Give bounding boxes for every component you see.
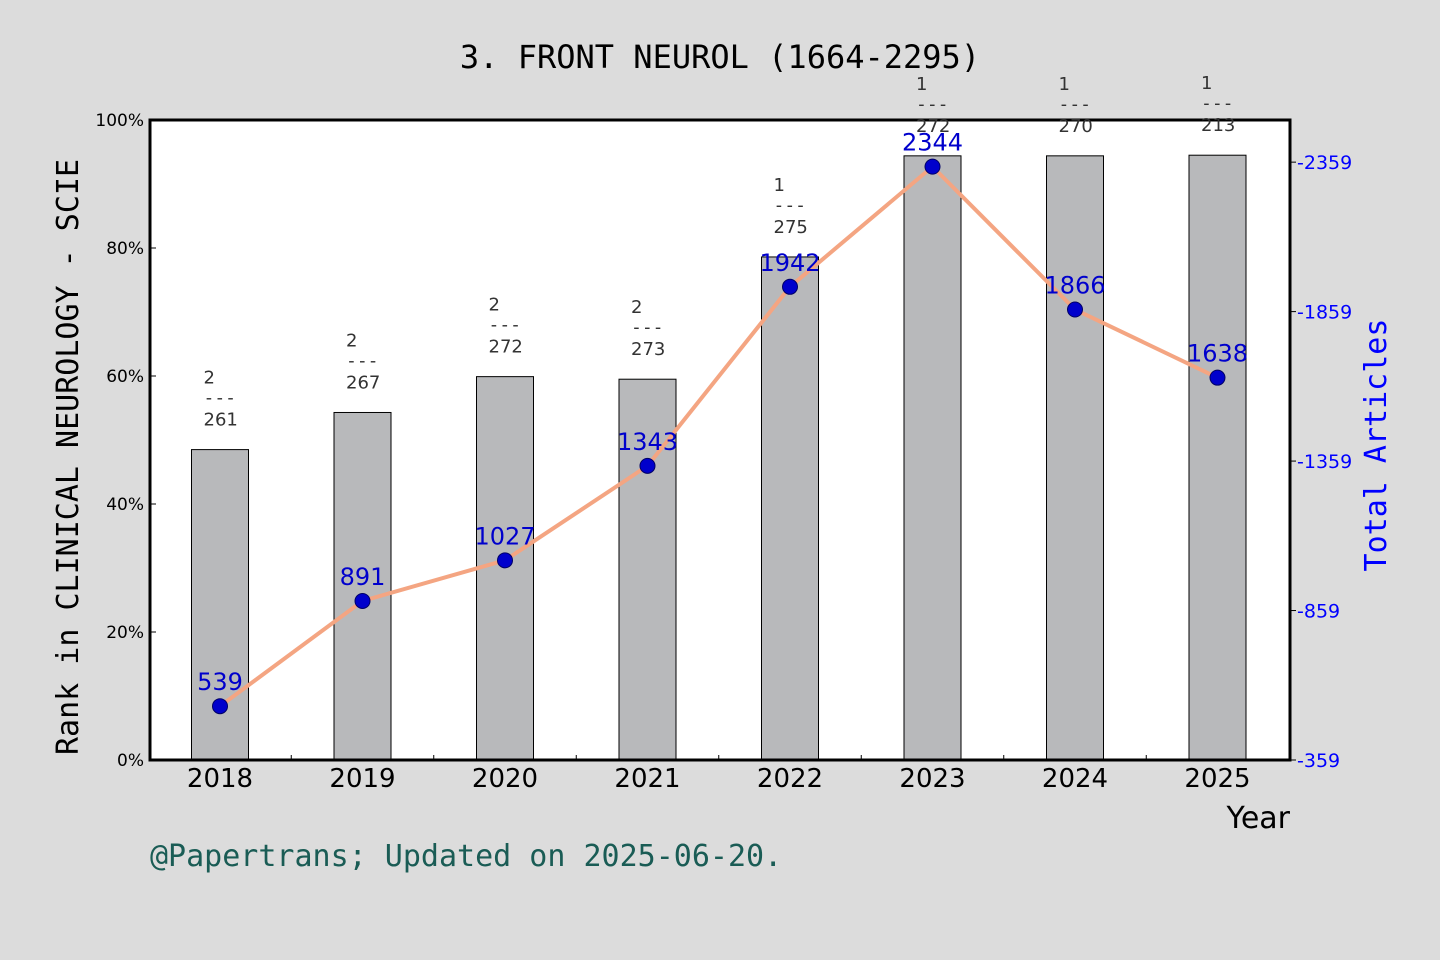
rank-divider-2018: ---	[204, 388, 237, 409]
articles-label-2025: 1638	[1187, 340, 1248, 368]
articles-point-2018	[212, 698, 228, 715]
rank-divider-2025: ---	[1201, 93, 1234, 114]
articles-line	[218, 164, 1219, 708]
articles-point-2024	[1067, 301, 1083, 318]
rank-total-2024: 270	[1059, 116, 1093, 137]
rank-total-2018: 261	[204, 410, 238, 431]
rank-label-2020: 2	[489, 295, 500, 316]
bar-2025	[1188, 154, 1247, 761]
left-tick-label-0: 0%	[117, 751, 144, 771]
right-axis-label: Total Articles	[1359, 319, 1394, 572]
footer-note: @Papertrans; Updated on 2025-06-20.	[150, 839, 782, 874]
bar-2019	[333, 411, 392, 761]
right-tick-label-2359: -2359	[1297, 152, 1352, 174]
rank-total-2019: 267	[346, 372, 380, 393]
x-tick-label-2019: 2019	[329, 764, 395, 794]
left-axis-label: Rank in CLINICAL NEUROLOGY - SCIE	[51, 159, 86, 755]
articles-point-2025	[1209, 369, 1226, 386]
left-tick-label-80: 80%	[106, 239, 144, 259]
left-tick-label-40: 40%	[106, 495, 144, 515]
labels-layer: 2---2612---2672---2722---2731---2751---2…	[197, 73, 1248, 696]
bar-2022	[761, 256, 819, 761]
axes-layer: 0% 20% 40% 60% 80% 100% -359 -859 -1359 -1859 -235…	[95, 111, 1352, 794]
rank-total-2021: 273	[631, 339, 665, 360]
articles-label-2024: 1866	[1044, 272, 1105, 300]
rank-divider-2020: ---	[489, 315, 522, 336]
articles-point-2022	[782, 278, 798, 295]
rank-total-2025: 213	[1201, 115, 1235, 136]
x-axis-label: Year	[1225, 801, 1290, 836]
rank-divider-2023: ---	[916, 94, 949, 115]
rank-label-2025: 1	[1201, 73, 1212, 94]
rank-label-2022: 1	[774, 175, 785, 196]
articles-label-2023: 2344	[902, 129, 963, 157]
rank-label-2018: 2	[204, 368, 215, 389]
rank-divider-2019: ---	[346, 350, 379, 371]
bar-2024	[1046, 155, 1104, 761]
articles-label-2020: 1027	[474, 522, 535, 550]
right-tick-label-1859: -1859	[1297, 302, 1352, 324]
x-tick-label-2020: 2020	[472, 764, 538, 794]
rank-divider-2022: ---	[774, 195, 807, 216]
rank-label-2023: 1	[916, 74, 927, 95]
right-tick-label-1359: -1359	[1297, 451, 1352, 473]
x-tick-label-2023: 2023	[899, 764, 965, 794]
rank-label-2019: 2	[346, 330, 357, 351]
right-tick-label-859: -859	[1297, 601, 1340, 623]
rank-label-2024: 1	[1059, 74, 1070, 95]
left-tick-label-100: 100%	[95, 111, 144, 131]
right-tick-label-359: -359	[1297, 750, 1340, 772]
bars-layer	[191, 154, 1247, 761]
articles-point-2021	[639, 457, 656, 474]
articles-point-2020	[497, 552, 513, 569]
rank-label-2021: 2	[631, 297, 642, 318]
plot-area	[150, 120, 1290, 760]
plot-frame	[148, 118, 1292, 762]
rank-divider-2021: ---	[631, 317, 664, 338]
rank-divider-2024: ---	[1059, 94, 1092, 115]
articles-point-2019	[354, 592, 371, 609]
articles-point-2023	[924, 158, 941, 175]
left-tick-label-20: 20%	[106, 623, 144, 643]
left-tick-label-60: 60%	[106, 367, 144, 387]
articles-label-2018: 539	[197, 668, 243, 696]
line-layer	[212, 158, 1226, 715]
x-tick-label-2021: 2021	[614, 764, 680, 794]
x-tick-label-2025: 2025	[1184, 764, 1250, 794]
articles-label-2019: 891	[340, 563, 386, 591]
bar-2023	[903, 155, 962, 761]
articles-label-2021: 1343	[617, 428, 678, 456]
rank-total-2020: 272	[489, 337, 523, 358]
rank-total-2023: 272	[916, 116, 950, 137]
x-tick-label-2018: 2018	[187, 764, 253, 794]
x-tick-label-2022: 2022	[757, 764, 823, 794]
rank-total-2022: 275	[774, 217, 808, 238]
x-tick-label-2024: 2024	[1042, 764, 1108, 794]
bar-2020	[476, 376, 534, 761]
articles-label-2022: 1942	[759, 249, 820, 277]
chart-title: 3. FRONT NEUROL (1664-2295)	[460, 38, 980, 76]
